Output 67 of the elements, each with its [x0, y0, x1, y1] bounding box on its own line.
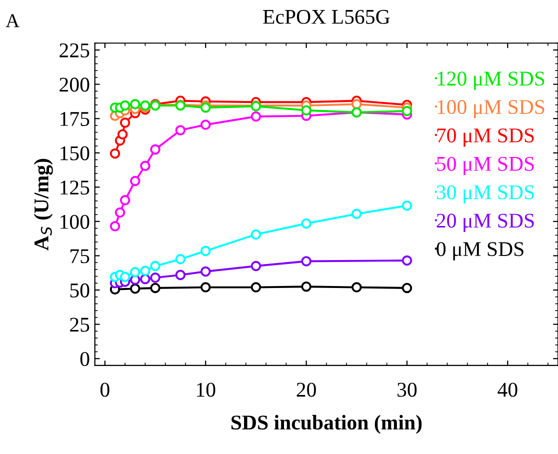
point — [200, 266, 211, 277]
point — [351, 208, 362, 220]
legend-label: 100 μM SDS — [438, 100, 544, 118]
point — [175, 254, 186, 264]
point — [110, 148, 120, 159]
point — [402, 106, 412, 116]
y-tick-label: 50 — [70, 283, 90, 298]
x-tick-label: 40 — [498, 382, 518, 397]
point — [150, 260, 160, 272]
point — [130, 176, 140, 186]
y-tick-label: 100 — [60, 214, 90, 229]
point — [130, 99, 140, 110]
point — [120, 100, 130, 111]
point — [200, 246, 211, 256]
point — [200, 282, 211, 292]
point — [117, 129, 128, 140]
chart-title: EcPOX L565G — [263, 10, 390, 24]
point — [150, 272, 160, 283]
y-tick-label: 25 — [70, 318, 90, 332]
point — [120, 118, 130, 128]
point — [150, 282, 160, 294]
y-axis-title: A$_{S}$ (U/mg) — [34, 158, 53, 251]
point — [110, 221, 120, 232]
y-tick-label: 150 — [60, 146, 90, 160]
point — [402, 200, 412, 211]
x-tick-label: 30 — [398, 382, 417, 397]
y-tick-label: 200 — [60, 78, 90, 92]
point — [130, 267, 140, 278]
point — [175, 270, 186, 280]
x-tick-label: 10 — [197, 382, 216, 397]
legend-label: 30 μM SDS — [436, 185, 534, 204]
point — [301, 218, 312, 229]
y-tick-label: 225 — [60, 43, 90, 58]
text: A — [6, 14, 20, 28]
point — [175, 125, 186, 136]
point — [301, 105, 312, 116]
y-tick-label: 125 — [60, 180, 90, 195]
point — [150, 144, 160, 155]
point — [140, 160, 150, 172]
legend-label: 50 μM SDS — [437, 156, 534, 176]
point — [120, 272, 130, 282]
point — [250, 111, 262, 122]
point — [130, 284, 140, 294]
x-tick-label: 0 — [100, 382, 110, 397]
point — [140, 274, 150, 284]
y-tick-label: 0 — [80, 352, 90, 366]
legend-label: 70 μM SDS — [437, 128, 534, 147]
point — [114, 207, 126, 218]
point — [351, 99, 362, 110]
legend-label: 20 μM SDS — [436, 214, 534, 232]
point — [351, 282, 362, 292]
point — [301, 256, 312, 266]
legend-label: 120 μM SDS — [438, 72, 544, 90]
point — [120, 195, 130, 206]
point — [250, 260, 262, 272]
x-tick-label: 20 — [296, 382, 316, 397]
x-axis-title: SDS incubation (min) — [231, 414, 422, 434]
y-tick-label: 175 — [60, 112, 90, 126]
point — [402, 282, 412, 294]
point — [250, 229, 262, 240]
point — [250, 282, 262, 292]
point — [140, 266, 150, 276]
legend-label: 0 μM SDS — [436, 242, 524, 260]
point — [301, 281, 312, 292]
point — [402, 255, 412, 266]
y-tick-label: 75 — [70, 249, 90, 264]
point — [200, 120, 211, 130]
